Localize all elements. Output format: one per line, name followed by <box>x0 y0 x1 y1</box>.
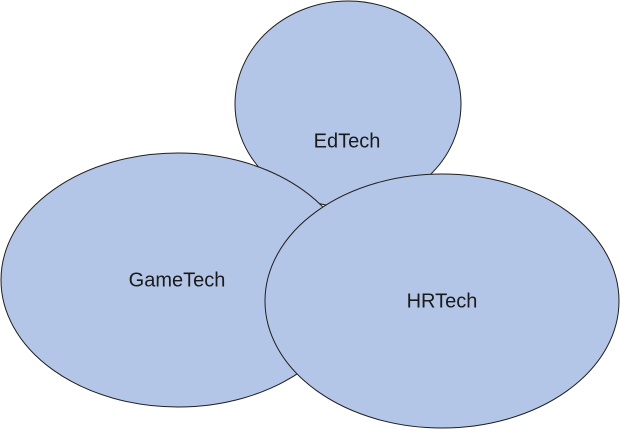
ellipse-hrtech[interactable] <box>264 173 620 429</box>
ellipse-group-gametech: GameTech <box>0 152 356 408</box>
ellipse-group-edtech: EdTech <box>234 0 462 208</box>
ellipse-group-hrtech: HRTech <box>264 173 620 429</box>
label-edtech: EdTech <box>314 130 381 152</box>
label-gametech: GameTech <box>129 269 226 291</box>
label-hrtech: HRTech <box>407 290 478 312</box>
